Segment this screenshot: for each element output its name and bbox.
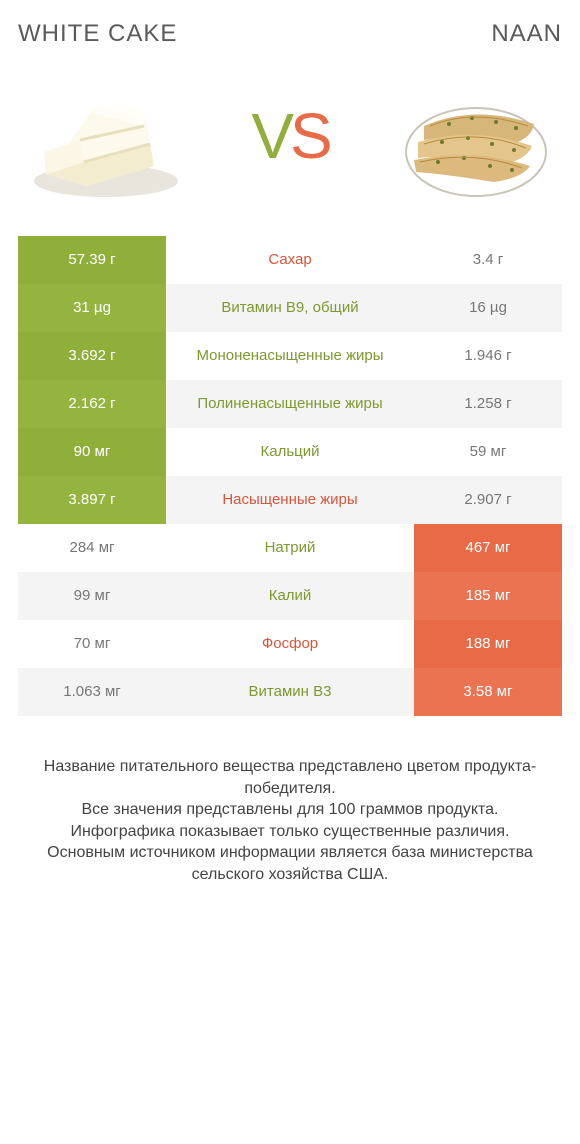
nutrient-label: Калий — [166, 572, 414, 620]
nutrient-label: Витамин B9, общий — [166, 284, 414, 332]
value-right: 185 мг — [414, 572, 562, 620]
nutrient-label: Полиненасыщенные жиры — [166, 380, 414, 428]
naan-image — [394, 66, 554, 206]
table-row: 284 мгНатрий467 мг — [18, 524, 562, 572]
hero-row: VS — [18, 66, 562, 206]
value-left: 1.063 мг — [18, 668, 166, 716]
table-row: 3.692 гМононенасыщенные жиры1.946 г — [18, 332, 562, 380]
value-left: 3.692 г — [18, 332, 166, 380]
table-row: 31 µgВитамин B9, общий16 µg — [18, 284, 562, 332]
value-left: 99 мг — [18, 572, 166, 620]
value-right: 1.946 г — [414, 332, 562, 380]
value-left: 57.39 г — [18, 236, 166, 284]
table-row: 1.063 мгВитамин B33.58 мг — [18, 668, 562, 716]
nutrient-label: Натрий — [166, 524, 414, 572]
value-left: 90 мг — [18, 428, 166, 476]
title-left: WHITE CAKE — [18, 20, 290, 48]
table-row: 90 мгКальций59 мг — [18, 428, 562, 476]
table-row: 2.162 гПолиненасыщенные жиры1.258 г — [18, 380, 562, 428]
value-right: 3.4 г — [414, 236, 562, 284]
value-right: 467 мг — [414, 524, 562, 572]
table-row: 3.897 гНасыщенные жиры2.907 г — [18, 476, 562, 524]
vs-label: VS — [251, 104, 328, 168]
value-right: 2.907 г — [414, 476, 562, 524]
value-left: 3.897 г — [18, 476, 166, 524]
comparison-table: 57.39 гСахар3.4 г31 µgВитамин B9, общий1… — [18, 236, 562, 716]
nutrient-label: Кальций — [166, 428, 414, 476]
nutrient-label: Сахар — [166, 236, 414, 284]
nutrient-label: Мононенасыщенные жиры — [166, 332, 414, 380]
value-right: 16 µg — [414, 284, 562, 332]
vs-v: V — [251, 100, 290, 172]
nutrient-label: Насыщенные жиры — [166, 476, 414, 524]
value-right: 1.258 г — [414, 380, 562, 428]
cake-image — [26, 66, 186, 206]
value-right: 59 мг — [414, 428, 562, 476]
value-left: 31 µg — [18, 284, 166, 332]
value-left: 2.162 г — [18, 380, 166, 428]
value-right: 3.58 мг — [414, 668, 562, 716]
nutrient-label: Витамин B3 — [166, 668, 414, 716]
value-right: 188 мг — [414, 620, 562, 668]
table-row: 70 мгФосфор188 мг — [18, 620, 562, 668]
value-left: 284 мг — [18, 524, 166, 572]
value-left: 70 мг — [18, 620, 166, 668]
nutrient-label: Фосфор — [166, 620, 414, 668]
table-row: 57.39 гСахар3.4 г — [18, 236, 562, 284]
title-right: NAAN — [290, 20, 562, 48]
footer-note: Название питательного вещества представл… — [18, 756, 562, 886]
vs-s: S — [290, 100, 329, 172]
table-row: 99 мгКалий185 мг — [18, 572, 562, 620]
